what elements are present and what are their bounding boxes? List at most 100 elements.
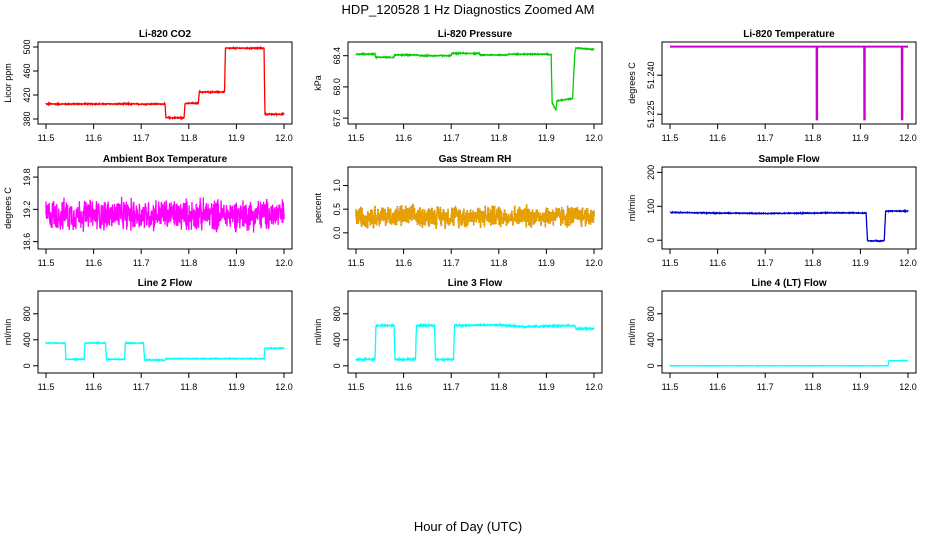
y-tick-label: 500 xyxy=(22,39,32,54)
panel-pressure: Li-820 Pressure 11.5 11.6 11.7 11.8 11.9 12.0 6… xyxy=(313,29,603,143)
series-line xyxy=(45,196,285,233)
panel-title: Li-820 Temperature xyxy=(743,29,835,40)
panel-title: Sample Flow xyxy=(758,154,819,165)
x-tick-label: 12.0 xyxy=(275,258,293,268)
y-tick-label: 19.8 xyxy=(22,168,32,186)
x-tick-label: 12.0 xyxy=(899,258,917,268)
y-tick-label: 1.0 xyxy=(332,179,342,192)
series-line xyxy=(670,45,908,121)
panel-sampleflow: Sample Flow 11.5 11.6 11.7 11.8 11.9 12.0 0 100 2… xyxy=(627,154,917,268)
panel-title: Line 3 Flow xyxy=(448,278,503,289)
y-tick-label: 68.0 xyxy=(332,78,342,96)
x-tick-label: 11.9 xyxy=(852,258,869,268)
x-tick-label: 11.6 xyxy=(395,382,412,392)
plot-frame xyxy=(37,166,293,250)
x-tick-label: 11.5 xyxy=(38,258,55,268)
panel-title: Gas Stream RH xyxy=(439,154,512,165)
panel-temp: Li-820 Temperature 11.5 11.6 11.7 11.8 11.9 12… xyxy=(627,29,917,143)
y-axis-label: Licor ppm xyxy=(3,63,13,103)
plot-frame xyxy=(661,166,917,250)
y-tick-label: 400 xyxy=(22,332,32,347)
x-tick-label: 11.6 xyxy=(85,133,102,143)
y-tick-label: 0 xyxy=(22,363,32,368)
x-tick-label: 11.9 xyxy=(538,258,555,268)
x-tick-label: 11.9 xyxy=(228,382,245,392)
x-tick-label: 11.8 xyxy=(180,258,197,268)
y-tick-label: 800 xyxy=(332,306,342,321)
x-tick-label: 12.0 xyxy=(585,382,603,392)
x-tick-label: 11.5 xyxy=(662,258,679,268)
series-line xyxy=(669,208,909,243)
x-tick-label: 12.0 xyxy=(585,133,603,143)
x-tick-label: 11.8 xyxy=(180,382,197,392)
x-tick-label: 11.7 xyxy=(443,258,460,268)
plot-frame xyxy=(661,290,917,374)
y-axis-label: degrees C xyxy=(627,62,637,104)
x-tick-label: 11.9 xyxy=(852,382,869,392)
y-axis-label: ml/min xyxy=(3,319,13,346)
y-tick-label: 100 xyxy=(646,199,656,214)
series-line xyxy=(669,359,909,368)
y-tick-label: 18.6 xyxy=(22,233,32,251)
x-tick-label: 11.5 xyxy=(348,258,365,268)
x-tick-label: 11.8 xyxy=(490,258,507,268)
y-tick-label: 460 xyxy=(22,63,32,78)
y-tick-label: 0 xyxy=(332,363,342,368)
y-tick-label: 68.4 xyxy=(332,47,342,65)
y-tick-label: 200 xyxy=(646,165,656,180)
x-tick-label: 11.8 xyxy=(180,133,197,143)
y-tick-label: 400 xyxy=(646,332,656,347)
plot-frame xyxy=(37,41,293,125)
x-tick-label: 11.6 xyxy=(709,133,726,143)
x-tick-label: 11.6 xyxy=(85,382,102,392)
panel-line4: Line 4 (LT) Flow 11.5 11.6 11.7 11.8 11.9 12.0… xyxy=(627,278,917,392)
y-tick-label: 400 xyxy=(332,332,342,347)
y-tick-label: 800 xyxy=(22,306,32,321)
x-tick-label: 11.6 xyxy=(709,258,726,268)
x-tick-label: 11.5 xyxy=(38,133,55,143)
figure-title: HDP_120528 1 Hz Diagnostics Zoomed AM xyxy=(342,2,595,17)
series-line xyxy=(45,340,285,363)
y-tick-label: 0.0 xyxy=(332,227,342,240)
plot-frame xyxy=(661,41,917,125)
x-tick-label: 11.6 xyxy=(395,133,412,143)
x-tick-label: 11.7 xyxy=(133,382,150,392)
x-axis-label: Hour of Day (UTC) xyxy=(414,519,522,534)
panel-co2: Li-820 CO2 11.5 11.6 11.7 11.8 11.9 12.0 380 420… xyxy=(3,29,293,143)
series-line xyxy=(355,322,595,363)
x-tick-label: 12.0 xyxy=(275,133,293,143)
plot-frame xyxy=(37,290,293,374)
series-line xyxy=(45,45,285,121)
x-tick-label: 11.6 xyxy=(85,258,102,268)
x-tick-label: 11.8 xyxy=(804,133,821,143)
y-tick-label: 51.240 xyxy=(646,61,656,89)
y-tick-label: 67.6 xyxy=(332,109,342,127)
y-tick-label: 0 xyxy=(646,363,656,368)
x-tick-label: 11.5 xyxy=(662,382,679,392)
x-tick-label: 11.7 xyxy=(757,258,774,268)
y-tick-label: 0.5 xyxy=(332,203,342,216)
x-tick-label: 11.6 xyxy=(709,382,726,392)
plot-frame xyxy=(347,290,603,374)
y-axis-label: percent xyxy=(313,192,323,223)
x-tick-label: 11.5 xyxy=(662,133,679,143)
x-tick-label: 11.7 xyxy=(443,382,460,392)
panel-grid: Li-820 CO2 11.5 11.6 11.7 11.8 11.9 12.0 380 420… xyxy=(3,29,917,392)
x-tick-label: 12.0 xyxy=(585,258,603,268)
y-axis-label: ml/min xyxy=(627,195,637,222)
x-tick-label: 11.7 xyxy=(757,382,774,392)
x-tick-label: 11.5 xyxy=(348,382,365,392)
x-tick-label: 11.7 xyxy=(133,133,150,143)
series-line xyxy=(355,46,595,111)
x-tick-label: 11.7 xyxy=(757,133,774,143)
x-tick-label: 12.0 xyxy=(899,133,917,143)
x-tick-label: 11.8 xyxy=(490,382,507,392)
y-tick-label: 800 xyxy=(646,306,656,321)
x-tick-label: 11.5 xyxy=(38,382,55,392)
panel-title: Li-820 CO2 xyxy=(139,29,192,40)
x-tick-label: 11.5 xyxy=(348,133,365,143)
y-axis-label: ml/min xyxy=(313,319,323,346)
y-axis-label: degrees C xyxy=(3,187,13,229)
plot-frame xyxy=(347,41,603,125)
